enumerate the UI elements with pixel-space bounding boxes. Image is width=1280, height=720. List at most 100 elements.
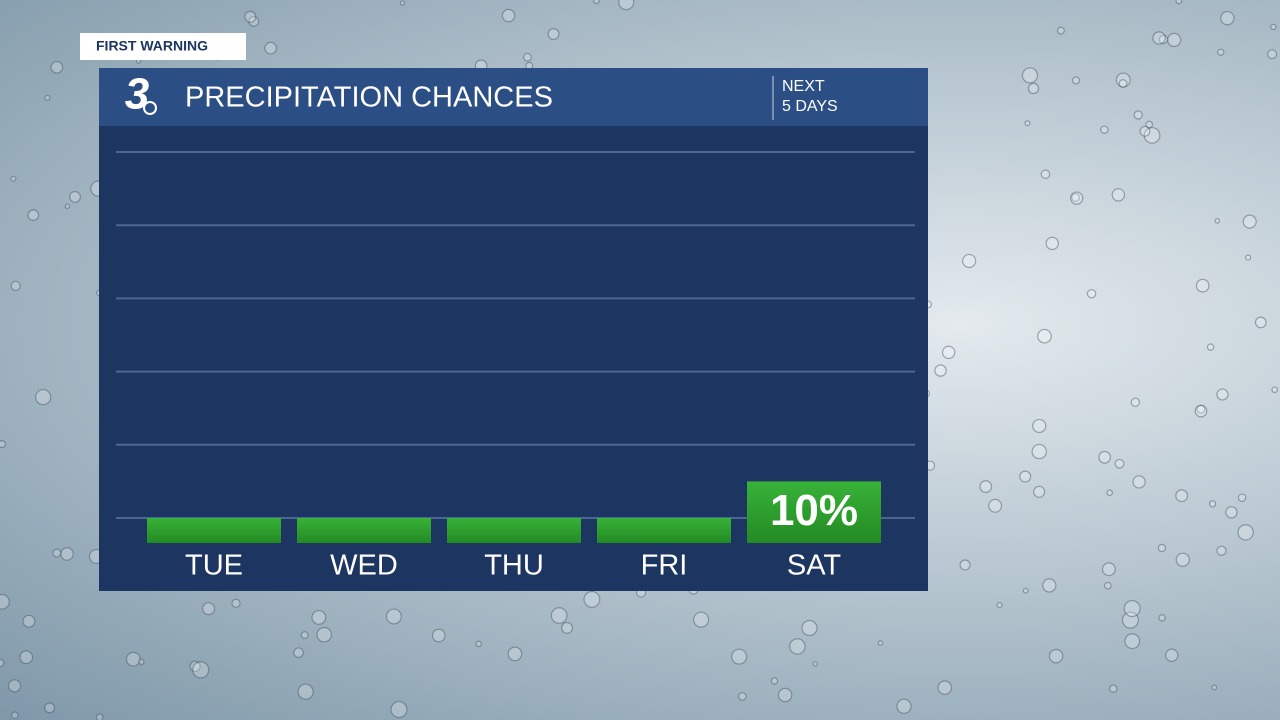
rain-drop <box>11 711 19 720</box>
rain-drop <box>1101 562 1116 577</box>
chart-title: PRECIPITATION CHANCES <box>185 82 553 114</box>
rain-drop <box>1208 500 1217 508</box>
period-line: 5 DAYS <box>782 98 838 115</box>
badge: FIRST WARNING <box>96 38 208 54</box>
rain-drop <box>1086 288 1097 299</box>
rain-drop <box>1158 614 1166 622</box>
rain-drop <box>137 658 145 666</box>
rain-drop <box>44 702 56 714</box>
rain-drop <box>385 608 402 625</box>
rain-drop <box>618 0 635 11</box>
rain-drop <box>244 10 257 23</box>
rain-drop <box>22 614 36 628</box>
badge-box <box>80 33 246 60</box>
rain-drop <box>1111 188 1126 202</box>
rain-drop <box>10 280 21 291</box>
rain-drop <box>507 646 523 662</box>
rain-drop <box>1267 49 1278 60</box>
rain-drop <box>60 547 74 561</box>
rain-drop <box>189 660 201 673</box>
rain-drop <box>801 619 818 637</box>
rain-drop <box>1152 31 1166 45</box>
rain-drop <box>996 601 1003 609</box>
bar <box>447 518 581 543</box>
rain-drop <box>731 648 748 665</box>
rain-drop <box>877 640 884 646</box>
rain-drop <box>937 680 953 696</box>
rain-drop <box>50 60 64 74</box>
rain-drop <box>1242 214 1257 229</box>
rain-drop <box>95 713 104 720</box>
rain-drop <box>316 626 333 643</box>
rain-drop <box>1114 458 1125 469</box>
x-tick-label: TUE <box>185 550 243 582</box>
rain-drop <box>1021 67 1039 84</box>
rain-drop <box>789 638 806 655</box>
x-tick-label: FRI <box>641 550 688 582</box>
rain-drop <box>777 687 793 703</box>
rain-drop <box>1139 125 1151 137</box>
rain-drop <box>592 0 600 5</box>
rain-drop <box>934 364 947 377</box>
rain-drop <box>1206 343 1215 351</box>
rain-drop <box>1167 32 1182 48</box>
rain-drop <box>561 621 574 634</box>
rain-drop <box>125 651 141 667</box>
rain-drop <box>1157 543 1167 553</box>
rain-drop <box>311 609 327 625</box>
rain-drop <box>1123 600 1141 618</box>
rain-drop <box>1109 684 1118 694</box>
rain-drop <box>1031 443 1047 460</box>
rain-drop <box>1022 587 1029 594</box>
rain-drop <box>10 175 17 182</box>
bar <box>597 518 731 543</box>
rain-drop <box>1130 397 1141 408</box>
rain-drop <box>1217 48 1225 56</box>
rain-drop <box>896 698 912 714</box>
rain-drop <box>7 679 22 693</box>
rain-drop <box>1121 611 1139 629</box>
rain-drop <box>0 593 10 610</box>
rain-drop <box>1042 578 1057 593</box>
bar <box>297 518 431 543</box>
bar <box>147 518 281 543</box>
rain-drop <box>34 388 52 406</box>
rain-drop <box>693 611 710 628</box>
rain-drop <box>1158 34 1169 45</box>
logo-eye <box>143 101 157 115</box>
rain-drop <box>988 498 1003 513</box>
rain-drop <box>1271 386 1279 394</box>
rain-drop <box>1145 120 1154 129</box>
rain-drop <box>1175 489 1189 503</box>
rain-drop <box>737 692 747 701</box>
rain-drop <box>1225 506 1238 519</box>
rain-drop <box>293 647 304 659</box>
rain-drop <box>0 440 7 449</box>
rain-drop <box>1045 236 1059 251</box>
rain-drop <box>1237 524 1254 541</box>
rain-drop <box>1165 648 1179 662</box>
rain-drop <box>1118 79 1128 88</box>
rain-drop <box>1070 191 1084 205</box>
rain-drop <box>1106 489 1114 497</box>
period-line: NEXT <box>782 78 825 95</box>
rain-drop <box>1048 648 1064 664</box>
rain-drop <box>550 607 568 624</box>
rain-drop <box>1194 404 1208 418</box>
rain-drop <box>1245 254 1252 261</box>
rain-drop <box>522 52 532 62</box>
rain-drop <box>231 598 241 608</box>
rain-drop <box>1196 404 1206 414</box>
rain-drop <box>1216 388 1229 401</box>
rain-drop <box>1175 552 1190 567</box>
rain-drop <box>1115 72 1131 88</box>
rain-drop <box>1072 76 1081 85</box>
rain-drop <box>1175 0 1183 5</box>
rain-drop <box>431 628 446 643</box>
rain-drop <box>1040 169 1051 180</box>
rain-drop <box>1103 581 1112 590</box>
rain-drop <box>959 559 971 571</box>
rain-drop <box>1056 26 1065 35</box>
rain-drop <box>300 631 309 640</box>
rain-drop <box>475 640 482 648</box>
